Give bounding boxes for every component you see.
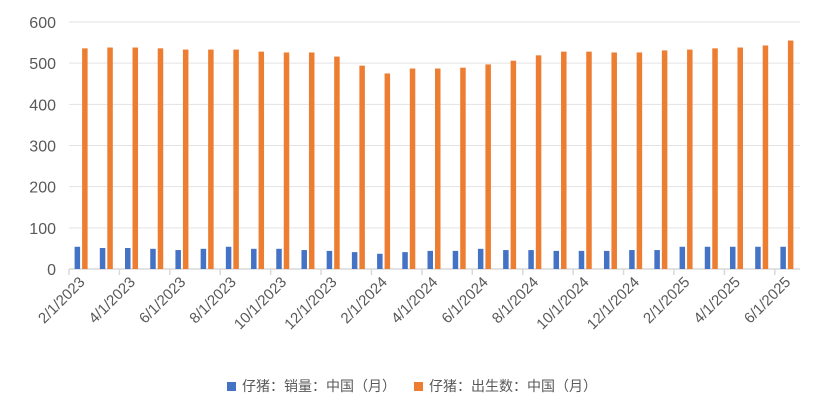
bar-sales [528,250,534,269]
y-tick-label: 100 [29,221,56,238]
bar-sales [175,250,181,269]
bar-sales [578,250,585,269]
bar-chart: 01002003004005006002/1/20234/1/20236/1/2… [29,15,800,333]
bar-sales [603,250,610,269]
x-tick-label: 2/1/2025 [640,274,693,327]
bar-births [82,48,88,270]
legend-item-sales: 仔猪：销量：中国（月） [227,376,396,396]
bar-sales [477,248,484,269]
bar-sales [402,252,408,269]
y-tick-label: 500 [29,56,56,73]
bar-sales [553,250,560,269]
x-tick-label: 10/1/2023 [231,274,290,333]
bar-births [233,49,239,269]
x-tick-label: 12/1/2023 [281,274,340,333]
y-tick-label: 0 [47,262,56,279]
bar-births [636,52,643,269]
legend-swatch-births [414,381,423,391]
bar-sales [326,250,333,269]
y-tick-label: 600 [29,15,56,32]
bar-sales [729,246,736,269]
bar-sales [276,248,282,269]
bar-births [712,48,718,270]
bar-sales [150,248,156,269]
bar-sales [503,250,509,269]
x-tick-label: 10/1/2024 [533,274,592,333]
bar-sales [351,252,358,269]
bar-births [283,52,290,269]
bar-sales [74,246,81,269]
bar-births [107,47,113,270]
bar-births [334,56,340,269]
legend-swatch-sales [227,381,236,391]
bar-sales [125,248,131,269]
legend-label-births: 仔猪：出生数：中国（月） [429,379,597,395]
bar-births [359,65,365,270]
bar-births [485,64,491,269]
bar-sales [427,250,433,269]
bar-births [586,51,592,269]
y-tick-label: 400 [29,97,56,114]
bar-sales [780,246,786,269]
bar-births [132,47,139,270]
bar-births [435,68,441,269]
bar-births [157,48,164,270]
bar-sales [200,248,207,269]
bar-sales [377,253,383,269]
bar-sales [99,248,106,269]
bar-births [561,51,567,269]
x-tick-label: 6/1/2025 [741,274,794,327]
bar-births [409,68,416,269]
bar-births [611,52,617,269]
y-tick-label: 200 [29,180,56,197]
x-tick-label: 6/1/2023 [136,274,189,327]
bar-births [687,49,693,269]
x-tick-label: 4/1/2024 [388,274,441,327]
x-tick-label: 4/1/2025 [691,274,744,327]
legend: 仔猪：销量：中国（月） 仔猪：出生数：中国（月） [0,376,824,396]
bar-births [308,52,315,269]
x-tick-label: 2/1/2024 [338,274,391,327]
bar-sales [629,250,635,269]
bar-births [661,50,668,269]
bar-sales [225,246,232,269]
bar-births [737,47,743,270]
legend-label-sales: 仔猪：销量：中国（月） [242,379,396,395]
x-tick-label: 6/1/2024 [438,274,491,327]
bar-sales [755,246,761,269]
bar-sales [251,248,257,269]
bar-sales [301,250,307,269]
y-tick-label: 300 [29,139,56,156]
bar-sales [679,246,686,269]
bar-births [535,55,542,269]
bar-sales [654,250,660,269]
bar-sales [704,246,711,269]
bar-births [510,60,517,269]
x-tick-label: 12/1/2024 [584,274,643,333]
bar-births [258,51,265,269]
legend-item-births: 仔猪：出生数：中国（月） [414,376,597,396]
bar-births [762,45,769,270]
x-tick-label: 4/1/2023 [86,274,139,327]
bar-births [182,49,189,269]
bar-births [460,67,466,269]
bar-sales [452,250,459,269]
bar-births [208,49,214,269]
x-tick-label: 2/1/2023 [35,274,88,327]
bar-births [787,40,794,270]
bar-births [384,73,391,269]
